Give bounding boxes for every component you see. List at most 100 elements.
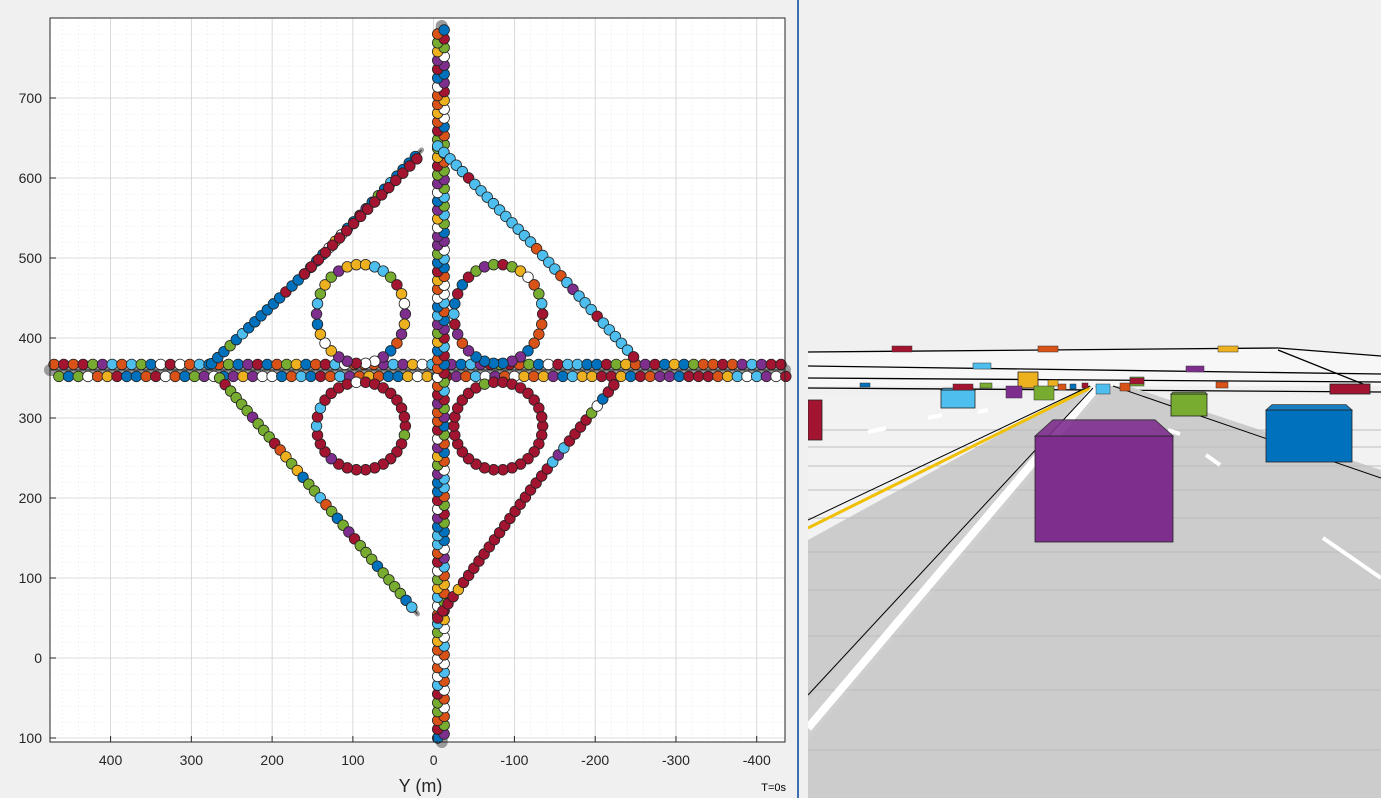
actor-marker[interactable] [377, 265, 389, 277]
actor-marker[interactable] [116, 358, 128, 371]
actor-marker[interactable] [387, 358, 399, 371]
actor-marker[interactable] [333, 351, 345, 363]
actor-marker[interactable] [634, 370, 647, 383]
actor-marker[interactable] [164, 358, 177, 371]
actor-marker[interactable] [456, 337, 469, 349]
actor-marker[interactable] [266, 370, 278, 383]
actor-marker[interactable] [450, 370, 462, 383]
actor-marker[interactable] [608, 379, 620, 391]
actor-marker[interactable] [470, 351, 482, 363]
actor-marker[interactable] [736, 358, 748, 371]
actor-marker[interactable] [169, 370, 181, 383]
actor-marker[interactable] [731, 370, 744, 383]
actor-marker[interactable] [399, 308, 412, 320]
actor-marker[interactable] [397, 358, 409, 371]
actor-marker[interactable] [746, 358, 758, 371]
actor-marker[interactable] [319, 246, 332, 259]
vehicle-green[interactable] [1169, 391, 1209, 417]
actor-marker[interactable] [406, 358, 419, 371]
actor-marker[interactable] [312, 253, 325, 266]
panel-divider[interactable] [797, 0, 807, 798]
actor-marker[interactable] [586, 370, 598, 383]
actor-marker[interactable] [717, 358, 729, 371]
actor-marker[interactable] [58, 358, 70, 371]
actor-marker[interactable] [625, 370, 637, 383]
actor-marker[interactable] [326, 239, 339, 251]
actor-marker[interactable] [384, 271, 397, 283]
actor-marker[interactable] [311, 318, 324, 331]
vehicle-purple-lead[interactable] [1033, 419, 1175, 543]
actor-marker[interactable] [644, 370, 656, 383]
actor-marker[interactable] [125, 358, 138, 371]
actor-marker[interactable] [179, 370, 191, 383]
actor-marker[interactable] [82, 370, 94, 383]
actor-marker[interactable] [537, 370, 550, 383]
actor-marker[interactable] [451, 288, 464, 300]
actor-marker[interactable] [469, 370, 482, 383]
actor-marker[interactable] [368, 196, 381, 208]
actor-marker[interactable] [383, 181, 395, 194]
actor-marker[interactable] [552, 358, 564, 371]
actor-marker[interactable] [522, 271, 534, 283]
actor-marker[interactable] [347, 217, 360, 230]
actor-marker[interactable] [576, 370, 588, 383]
actor-marker[interactable] [536, 318, 548, 331]
actor-marker[interactable] [775, 358, 787, 371]
actor-marker[interactable] [411, 153, 423, 165]
actor-marker[interactable] [683, 370, 695, 383]
actor-marker[interactable] [305, 261, 318, 273]
actor-marker[interactable] [741, 370, 753, 383]
actor-marker[interactable] [421, 370, 433, 383]
actor-marker[interactable] [340, 225, 353, 237]
actor-marker[interactable] [193, 358, 206, 371]
actor-marker[interactable] [222, 358, 235, 371]
actor-marker[interactable] [280, 358, 293, 371]
actor-marker[interactable] [395, 328, 408, 340]
actor-marker[interactable] [300, 358, 312, 371]
actor-marker[interactable] [456, 279, 469, 291]
actor-marker[interactable] [135, 358, 147, 371]
actor-marker[interactable] [106, 358, 118, 371]
actor-marker[interactable] [251, 358, 264, 371]
actor-marker[interactable] [528, 370, 540, 383]
actor-marker[interactable] [305, 370, 317, 383]
actor-marker[interactable] [536, 411, 548, 423]
actor-marker[interactable] [188, 370, 201, 383]
actor-marker[interactable] [755, 358, 768, 371]
actor-marker[interactable] [391, 279, 403, 291]
actor-marker[interactable] [325, 345, 337, 357]
actor-marker[interactable] [271, 358, 283, 371]
actor-marker[interactable] [121, 370, 133, 383]
actor-marker[interactable] [523, 358, 535, 371]
actor-marker[interactable] [174, 358, 186, 371]
actor-marker[interactable] [397, 167, 409, 179]
actor-marker[interactable] [411, 370, 424, 383]
actor-marker[interactable] [449, 297, 461, 310]
actor-marker[interactable] [242, 358, 254, 371]
vehicle-lightblue-left[interactable] [939, 387, 977, 409]
vehicle-orange-far[interactable] [1017, 371, 1039, 389]
actor-marker[interactable] [402, 370, 414, 383]
actor-marker[interactable] [595, 370, 608, 383]
actor-marker[interactable] [314, 328, 327, 340]
actor-marker[interactable] [536, 297, 548, 310]
actor-marker[interactable] [261, 358, 273, 371]
actor-marker[interactable] [448, 308, 460, 320]
actor-marker[interactable] [390, 174, 402, 187]
actor-marker[interactable] [692, 370, 705, 383]
actor-marker[interactable] [101, 370, 114, 383]
actor-marker[interactable] [154, 358, 167, 371]
actor-marker[interactable] [391, 337, 403, 349]
actor-marker[interactable] [159, 370, 172, 383]
actor-marker[interactable] [721, 370, 734, 383]
actor-marker[interactable] [198, 370, 210, 383]
actor-marker[interactable] [566, 370, 579, 383]
actor-marker[interactable] [528, 279, 540, 291]
actor-marker[interactable] [276, 370, 288, 383]
actor-marker[interactable] [395, 288, 408, 300]
actor-marker[interactable] [247, 370, 259, 383]
actor-marker[interactable] [404, 160, 416, 172]
actor-marker[interactable] [663, 370, 676, 383]
actor-marker[interactable] [384, 345, 397, 357]
actor-marker[interactable] [130, 370, 143, 383]
